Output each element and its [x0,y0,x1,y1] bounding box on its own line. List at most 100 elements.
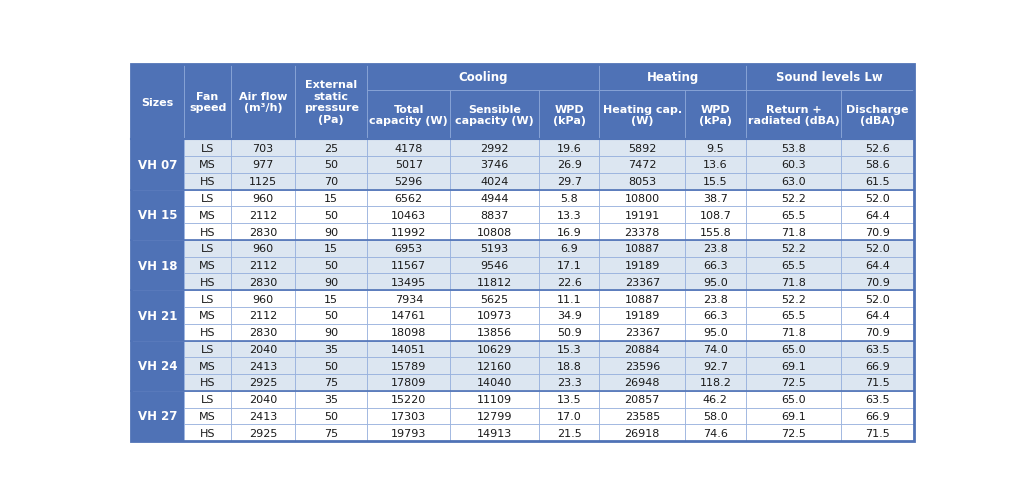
Text: 71.8: 71.8 [781,328,805,338]
Text: 50: 50 [324,210,338,220]
Text: WPD
(kPa): WPD (kPa) [698,104,732,126]
Bar [599,224,685,240]
Text: HS: HS [200,277,215,287]
Bar [745,274,841,291]
Bar [745,408,841,424]
Bar [131,140,183,190]
Text: 66.3: 66.3 [702,261,727,271]
Text: 29.7: 29.7 [556,177,581,187]
Bar [131,240,183,291]
Text: HS: HS [200,328,215,338]
Text: 2112: 2112 [249,261,277,271]
Text: 52.0: 52.0 [864,244,890,254]
Bar [183,257,231,274]
Bar [449,257,538,274]
Bar [745,65,913,90]
Bar [599,65,745,90]
Text: WPD
(kPa): WPD (kPa) [552,104,585,126]
Bar [449,358,538,374]
Text: 2112: 2112 [249,311,277,321]
Text: 12160: 12160 [477,361,512,371]
Bar [294,190,367,207]
Bar [841,173,913,190]
Text: 6.9: 6.9 [559,244,578,254]
Bar [367,274,449,291]
Bar [599,291,685,308]
Text: 2925: 2925 [249,428,277,438]
Bar [745,173,841,190]
Bar [183,190,231,207]
Text: 71.8: 71.8 [781,277,805,287]
Bar [367,90,449,140]
Bar [367,140,449,157]
Bar [367,240,449,257]
Text: 64.4: 64.4 [864,261,890,271]
Text: 19.6: 19.6 [556,143,581,153]
Bar [685,374,745,391]
Bar [538,358,599,374]
Text: 64.4: 64.4 [864,311,890,321]
Text: 13.6: 13.6 [702,160,727,170]
Bar [367,358,449,374]
Bar [449,207,538,224]
Text: 65.5: 65.5 [781,261,805,271]
Bar [538,274,599,291]
Bar [294,224,367,240]
Bar [367,257,449,274]
Text: 65.0: 65.0 [781,344,805,354]
Text: VH 18: VH 18 [138,259,177,272]
Text: HS: HS [200,428,215,438]
Bar [183,308,231,324]
Text: Cooling: Cooling [459,71,507,84]
Bar [745,391,841,408]
Bar [231,324,294,341]
Bar [685,157,745,173]
Text: 11109: 11109 [477,394,512,404]
Text: 15.5: 15.5 [702,177,727,187]
Bar [599,408,685,424]
Bar [449,274,538,291]
Bar [841,190,913,207]
Text: 10887: 10887 [624,294,659,304]
Text: 64.4: 64.4 [864,210,890,220]
Bar [367,374,449,391]
Bar [294,157,367,173]
Text: 26948: 26948 [624,378,659,388]
Bar [599,140,685,157]
Bar [231,341,294,358]
Bar [745,207,841,224]
Bar [685,274,745,291]
Bar [599,308,685,324]
Text: 10629: 10629 [477,344,512,354]
Text: 6562: 6562 [394,193,423,203]
Bar [367,65,599,90]
Bar [449,140,538,157]
Bar [231,374,294,391]
Bar [745,90,841,140]
Text: 10800: 10800 [624,193,659,203]
Text: 69.1: 69.1 [781,361,805,371]
Text: 14051: 14051 [391,344,426,354]
Bar [294,424,367,441]
Text: 10808: 10808 [477,227,512,237]
Bar [599,274,685,291]
Bar [294,257,367,274]
Text: 69.1: 69.1 [781,411,805,421]
Text: LS: LS [201,143,214,153]
Bar [745,257,841,274]
Bar [183,207,231,224]
Text: 2112: 2112 [249,210,277,220]
Bar [367,157,449,173]
Text: 50.9: 50.9 [556,328,581,338]
Bar [183,391,231,408]
Bar [538,324,599,341]
Bar [367,173,449,190]
Bar [183,341,231,358]
Bar [449,90,538,140]
Text: 60.3: 60.3 [781,160,805,170]
Text: 63.0: 63.0 [781,177,805,187]
Text: 15: 15 [324,294,338,304]
Bar [745,308,841,324]
Bar [183,65,231,140]
Bar [449,157,538,173]
